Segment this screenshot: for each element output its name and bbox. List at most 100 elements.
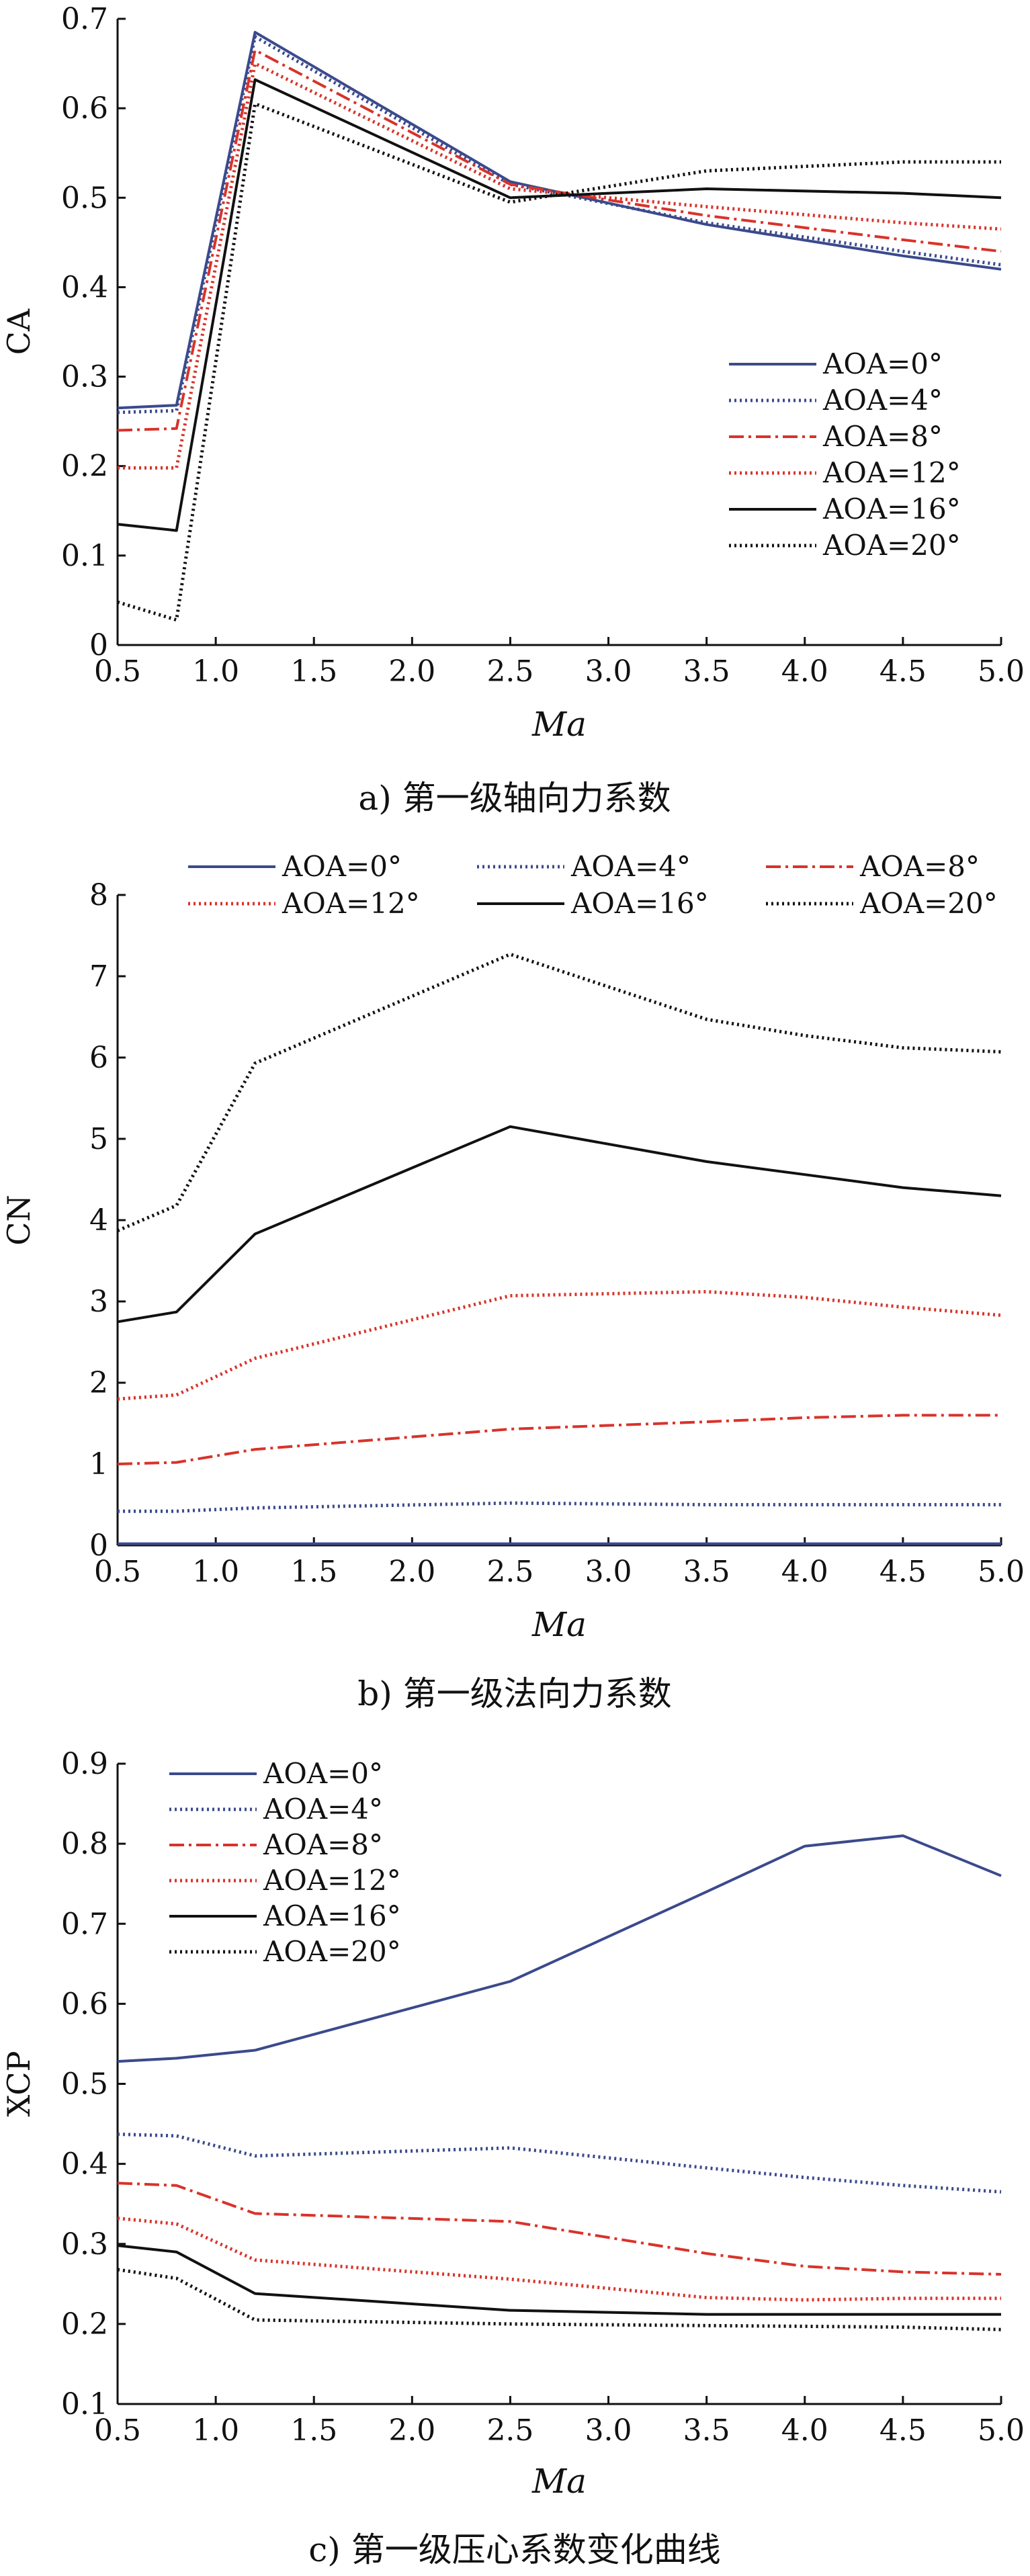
x-tick-label: 2.5 <box>486 2413 533 2448</box>
x-tick-label: 1.5 <box>290 654 337 689</box>
y-tick-label: 0.4 <box>61 2147 108 2182</box>
y-axis-title: CA <box>1 308 37 355</box>
legend-label: AOA=12° <box>263 1864 401 1897</box>
x-tick-label: 2.5 <box>486 654 533 689</box>
x-axis-title: Ma <box>531 2462 587 2501</box>
legend-label: AOA=12° <box>822 456 961 489</box>
x-axis-title: Ma <box>531 705 587 744</box>
series-line <box>117 1834 1002 2063</box>
series-line <box>117 2217 1001 2302</box>
y-tick-label: 0.9 <box>61 1747 108 1781</box>
series-line <box>117 31 1002 410</box>
x-tick-label: 0.5 <box>94 654 141 689</box>
y-tick-label: 2 <box>89 1366 108 1400</box>
x-tick-label: 4.5 <box>879 2413 927 2448</box>
y-tick-label: 0.6 <box>61 91 108 126</box>
y-tick-label: 0.3 <box>61 360 108 394</box>
legend-label: AOA=20° <box>859 887 998 920</box>
series-line <box>117 48 1002 432</box>
legend-label: AOA=4° <box>570 850 691 883</box>
x-tick-label: 5.0 <box>978 2413 1025 2448</box>
y-tick-label: 0.7 <box>61 1907 108 1941</box>
series-line <box>117 2133 1002 2194</box>
series-line <box>117 1125 1002 1324</box>
legend-label: AOA=0° <box>282 850 402 883</box>
y-tick-label: 6 <box>89 1041 108 1075</box>
legend-label: AOA=4° <box>822 384 943 417</box>
y-axis-title: XCP <box>1 2051 37 2116</box>
y-tick-label: 0.1 <box>61 539 108 573</box>
series-line <box>117 1290 1002 1401</box>
legend-label: AOA=0° <box>822 347 943 380</box>
x-tick-label: 0.5 <box>94 1555 141 1589</box>
y-tick-label: 0 <box>89 628 108 662</box>
series-line <box>117 2268 1002 2331</box>
x-tick-label: 4.0 <box>781 2413 828 2448</box>
y-tick-label: 0.1 <box>61 2387 108 2421</box>
x-tick-label: 4.0 <box>781 654 828 689</box>
chart-normal-force: 0.5 1.0 1.5 2.0 2.5 3.0 3.5 4.0 4.5 5.0 0 1 2 3 4 5 6 7 8 M… <box>1 850 1025 1713</box>
y-tick-label: 0.5 <box>61 2067 108 2102</box>
x-tick-label: 2.5 <box>486 1555 533 1589</box>
x-axis-title: Ma <box>531 1605 587 1644</box>
series-line <box>117 952 1002 1232</box>
x-tick-label: 4.5 <box>879 654 927 689</box>
x-tick-label: 4.5 <box>879 1555 927 1589</box>
y-tick-label: 8 <box>89 878 108 912</box>
x-tick-label: 3.0 <box>585 1555 632 1589</box>
y-tick-label: 0.2 <box>61 449 108 484</box>
y-tick-label: 7 <box>89 959 108 994</box>
legend-label: AOA=8° <box>859 850 980 883</box>
y-axis-title: CN <box>1 1195 37 1245</box>
x-tick-label: 1.5 <box>290 2413 337 2448</box>
legend-label: AOA=16° <box>263 1899 401 1932</box>
y-tick-label: 0.7 <box>61 2 108 36</box>
y-tick-label: 0.2 <box>61 2307 108 2342</box>
x-tick-label: 3.0 <box>585 654 632 689</box>
x-tick-label: 1.0 <box>192 1555 239 1589</box>
legend-label: AOA=12° <box>282 887 420 920</box>
legend-label: AOA=0° <box>263 1757 383 1790</box>
figure-caption: a) 第一级轴向力系数 <box>358 779 671 818</box>
x-tick-label: 5.0 <box>978 654 1025 689</box>
y-tick-label: 0.6 <box>61 1987 108 2021</box>
legend-label: AOA=4° <box>263 1793 383 1826</box>
legend-label: AOA=8° <box>822 420 943 453</box>
y-tick-label: 4 <box>89 1203 108 1238</box>
legend-label: AOA=20° <box>822 529 961 562</box>
series-line <box>117 2182 1002 2276</box>
x-tick-label: 4.0 <box>781 1555 828 1589</box>
series-line <box>118 1501 1001 1513</box>
x-tick-label: 2.0 <box>388 2413 435 2448</box>
series-line <box>117 102 1001 622</box>
y-tick-label: 3 <box>89 1285 108 1319</box>
chart-axial-force: 0.5 1.0 1.5 2.0 2.5 3.0 3.5 4.0 4.5 5.0 0 0.1 0.2 0.3… <box>1 2 1025 818</box>
y-tick-label: 0.8 <box>61 1827 108 1861</box>
y-tick-label: 0.5 <box>61 181 108 215</box>
x-tick-label: 1.0 <box>192 2413 239 2448</box>
figure-caption: c) 第一级压心系数变化曲线 <box>308 2530 720 2569</box>
x-tick-label: 5.0 <box>978 1555 1025 1589</box>
x-tick-label: 3.0 <box>585 2413 632 2448</box>
chart-pressure-center: 0.5 1.0 1.5 2.0 2.5 3.0 3.5 4.0 4.5 5.0 0.1 0.2 0.3 0… <box>1 1747 1025 2569</box>
x-tick-label: 0.5 <box>94 2413 141 2448</box>
legend-label: AOA=16° <box>570 887 709 920</box>
series-line <box>117 78 1002 532</box>
legend-label: AOA=20° <box>263 1935 401 1968</box>
x-tick-label: 1.5 <box>290 1555 337 1589</box>
y-tick-label: 0.3 <box>61 2227 108 2262</box>
x-tick-label: 2.0 <box>388 654 435 689</box>
x-tick-label: 2.0 <box>388 1555 435 1589</box>
x-tick-label: 3.5 <box>683 2413 730 2448</box>
series-line <box>117 35 1002 415</box>
series-line <box>117 1414 1001 1465</box>
y-tick-label: 5 <box>89 1122 108 1156</box>
legend-label: AOA=16° <box>822 492 961 525</box>
x-tick-label: 1.0 <box>192 654 239 689</box>
y-tick-label: 1 <box>89 1447 108 1482</box>
y-tick-label: 0.4 <box>61 270 108 304</box>
y-tick-label: 0 <box>89 1529 108 1563</box>
x-tick-label: 3.5 <box>683 654 730 689</box>
x-tick-label: 3.5 <box>683 1555 730 1589</box>
